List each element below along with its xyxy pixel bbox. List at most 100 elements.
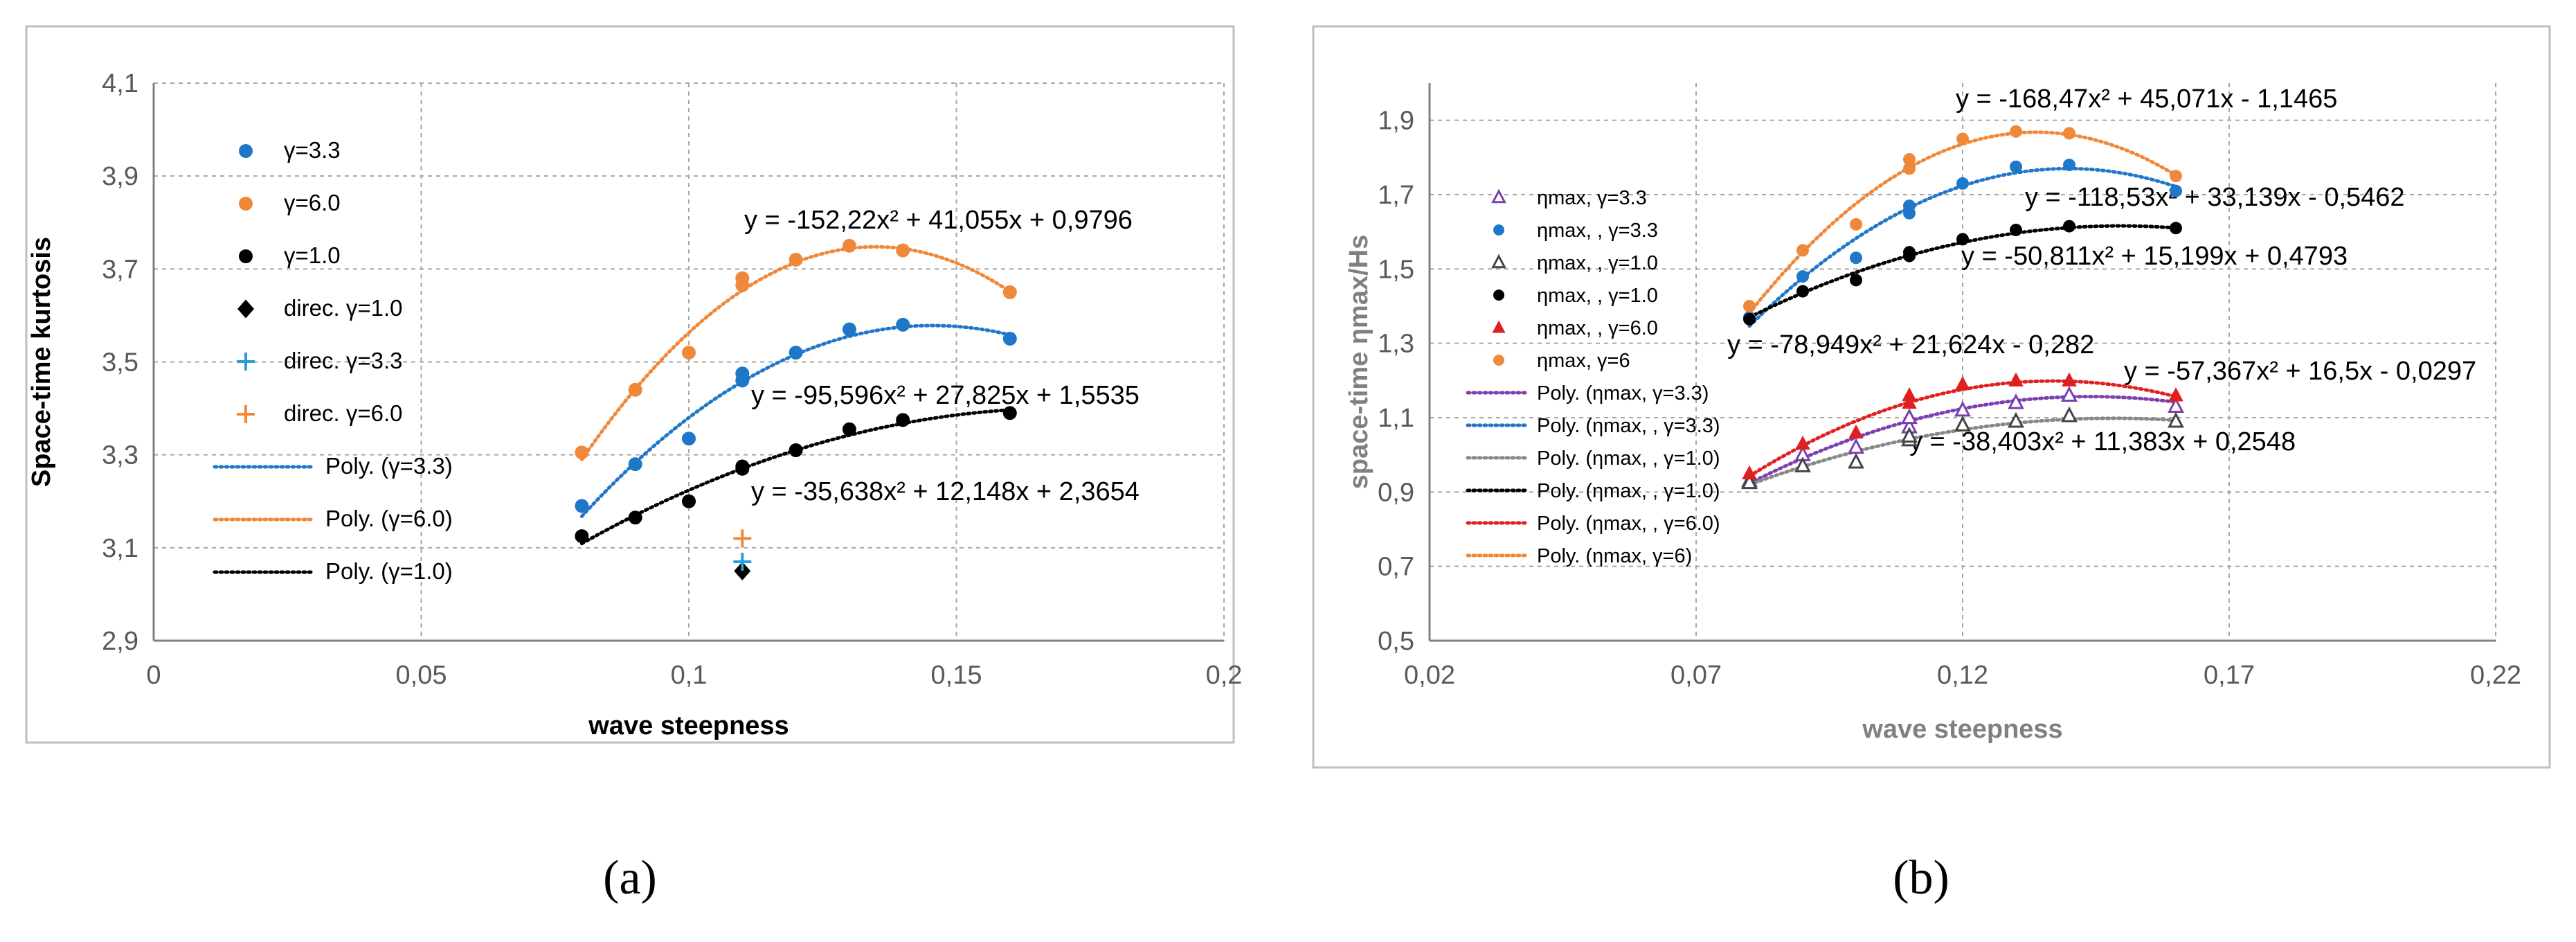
legend-label: ηmax, , γ=1.0 (1537, 252, 1658, 274)
data-point (1954, 400, 1971, 417)
x-tick-label: 0,02 (1404, 661, 1455, 690)
data-point (1002, 406, 1017, 420)
panel-caption: (a) (603, 851, 657, 905)
panel-caption: (b) (1893, 851, 1949, 905)
data-point (1743, 312, 1756, 326)
legend: γ=3.3 γ=6.0 γ=1.0 direc. γ=1.0 direc. γ=3.3 d… (213, 137, 453, 584)
trendline-equation: y = -35,638x² + 12,148x + 2,3654 (751, 477, 1140, 506)
legend-label: ηmax, , γ=3.3 (1537, 220, 1658, 242)
y-tick-label: 3,3 (102, 441, 138, 470)
data-point (1956, 132, 1969, 145)
trendline-equation: y = -168,47x² + 45,071x - 1,1465 (1956, 85, 2337, 114)
data-point (1901, 427, 1918, 443)
trendline-equation: y = -38,403x² + 11,383x + 0,2548 (1909, 427, 2296, 456)
data-series (1741, 406, 2184, 490)
data-point (2061, 386, 2078, 402)
y-tick-label: 3,7 (102, 255, 138, 284)
legend-label: Poly. (ηmax, γ=6) (1537, 545, 1692, 567)
data-point (2168, 397, 2184, 414)
legend-label: Poly. (ηmax, , γ=6.0) (1537, 513, 1720, 535)
data-point (575, 529, 589, 544)
legend-marker (239, 144, 253, 158)
data-point (628, 457, 642, 472)
data-point (1903, 199, 1916, 213)
chart-frame (25, 25, 1235, 744)
data-point (682, 432, 696, 446)
y-tick-label: 1,5 (1378, 255, 1414, 284)
data-point (1903, 153, 1916, 166)
legend-label: ηmax, γ=6 (1537, 350, 1630, 372)
data-point (789, 252, 803, 267)
data-series (1742, 372, 2183, 480)
y-tick-label: 1,7 (1378, 181, 1414, 210)
trendline-equation: y = -57,367x² + 16,5x - 0,0297 (2124, 357, 2476, 386)
data-point (1954, 416, 1971, 432)
y-tick-label: 1,9 (1378, 107, 1414, 136)
legend-label: Poly. (ηmax, , γ=1.0) (1537, 447, 1720, 470)
legend-label: Poly. (γ=6.0) (325, 506, 453, 531)
data-point (735, 461, 750, 476)
legend-label: Poly. (γ=1.0) (325, 558, 453, 584)
data-series (733, 552, 752, 571)
data-point (1796, 244, 1809, 257)
legend-label: Poly. (ηmax, , γ=1.0) (1537, 480, 1720, 502)
data-point (1002, 285, 1017, 299)
legend: ηmax, γ=3.3 ηmax, , γ=3.3 ηmax, , γ=1.0 ηma… (1466, 187, 1720, 567)
data-point (575, 499, 589, 513)
legend-label: γ=1.0 (284, 242, 341, 268)
data-series (733, 529, 752, 548)
y-tick-label: 0,7 (1378, 553, 1414, 582)
legend-marker (237, 353, 255, 371)
data-point (1956, 233, 1969, 246)
legend-marker (1493, 224, 1504, 236)
data-point (2061, 406, 2078, 423)
trendline-equation: y = -152,22x² + 41,055x + 0,9796 (744, 206, 1133, 235)
data-point (896, 413, 910, 427)
legend-marker (239, 249, 253, 263)
legend-marker (1491, 188, 1506, 204)
data-point (575, 445, 589, 460)
trendline-equation: y = -118,53x² + 33,139x - 0,5462 (2025, 183, 2405, 212)
data-point (734, 561, 751, 580)
legend-marker (237, 299, 254, 319)
data-point (1850, 217, 1862, 231)
y-tick-label: 3,5 (102, 348, 138, 377)
y-axis-label: space-time ηmax/Hs (1344, 235, 1373, 490)
legend-label: Poly. (ηmax, , γ=3.3) (1537, 415, 1720, 437)
data-point (2010, 160, 2022, 173)
y-tick-label: 3,1 (102, 534, 138, 563)
data-point (1796, 270, 1809, 283)
legend-marker (1493, 290, 1504, 301)
data-point (628, 382, 642, 397)
data-point (1794, 456, 1811, 472)
data-point (789, 443, 803, 457)
data-series (1743, 125, 2182, 312)
legend-label: ηmax, γ=3.3 (1537, 187, 1647, 209)
data-point (1002, 331, 1017, 346)
legend-marker (1493, 355, 1504, 366)
data-point (1742, 465, 1757, 480)
y-tick-label: 2,9 (102, 627, 138, 656)
chart-panel-b: 0,02 0,07 0,12 0,17 0,22 0,5 0,7 0,9 1,1 1,3 1,5 1,… (1312, 25, 2551, 905)
data-series (575, 238, 1017, 460)
data-point (1850, 274, 1862, 287)
data-point (1741, 473, 1758, 490)
data-point (733, 529, 752, 548)
data-point (2170, 184, 2182, 197)
data-point (1848, 424, 1864, 439)
data-point (2063, 127, 2075, 140)
data-point (1903, 162, 1916, 175)
data-point (842, 238, 856, 253)
chart-panel-a: 0 0,05 0,1 0,15 0,2 2,9 3,1 3,3 3,5 3,7 3,9 4,1 wave… (25, 25, 1242, 905)
data-point (1902, 387, 1917, 402)
data-point (2063, 220, 2075, 233)
data-point (2008, 372, 2024, 386)
data-point (2010, 223, 2022, 236)
x-tick-label: 0,12 (1937, 661, 1988, 690)
data-point (2008, 393, 2024, 409)
data-point (842, 322, 856, 337)
data-point (1848, 438, 1864, 454)
data-point (1956, 177, 1969, 190)
x-axis-label: wave steepness (588, 711, 789, 740)
data-point (2170, 170, 2182, 183)
